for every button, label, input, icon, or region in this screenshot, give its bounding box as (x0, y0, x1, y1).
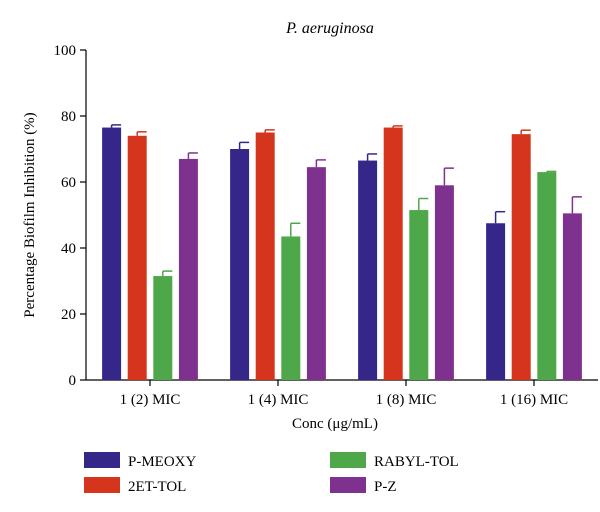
bar-rabyl-tol (537, 172, 557, 380)
legend: P-MEOXY 2ET-TOL RABYL-TOL P-Z (84, 452, 459, 495)
x-tick-label: 1 (8) MIC (376, 392, 437, 408)
y-axis-label: Percentage Biofilm Inhibition (%) (22, 112, 38, 317)
bar-p-z (306, 167, 326, 380)
legend-swatch-2et-tol (84, 477, 120, 493)
legend-label-p-z: P-Z (374, 479, 397, 495)
bar-p-meoxy (102, 127, 122, 380)
bar-2et-tol (383, 127, 403, 380)
y-tick-label: 60 (61, 175, 76, 191)
bar-2et-tol (511, 134, 531, 380)
bar-2et-tol (255, 132, 275, 380)
bar-rabyl-tol (409, 210, 429, 380)
bar-2et-tol (127, 135, 147, 380)
bar-p-z (434, 185, 454, 380)
x-tick-label: 1 (4) MIC (248, 392, 309, 408)
x-tick-label: 1 (16) MIC (500, 392, 568, 408)
plot-area: 0 20 40 60 80 100 1 (2) MIC 1 (4) MIC 1 (8) MIC 1… (54, 43, 598, 408)
chart-title: P. aeruginosa (285, 20, 374, 37)
y-tick-label: 0 (69, 373, 77, 389)
y-tick-label: 100 (54, 43, 77, 59)
bar-p-z (562, 213, 582, 380)
bar-rabyl-tol (281, 236, 301, 380)
legend-swatch-p-z (330, 477, 366, 493)
y-tick-label: 20 (61, 307, 76, 323)
legend-label-rabyl-tol: RABYL-TOL (374, 454, 459, 470)
y-tick-label: 40 (61, 241, 76, 257)
legend-label-2et-tol: 2ET-TOL (128, 479, 186, 495)
y-tick-label: 80 (61, 109, 76, 125)
bar-p-meoxy (486, 223, 506, 380)
bar-p-meoxy (358, 160, 378, 380)
legend-swatch-rabyl-tol (330, 452, 366, 468)
legend-label-p-meoxy: P-MEOXY (128, 454, 197, 470)
bar-p-meoxy (230, 149, 250, 380)
legend-swatch-p-meoxy (84, 452, 120, 468)
x-tick-label: 1 (2) MIC (120, 392, 181, 408)
bar-rabyl-tol (153, 276, 173, 380)
bar-p-z (178, 158, 198, 380)
x-axis-label: Conc (μg/mL) (292, 416, 378, 432)
